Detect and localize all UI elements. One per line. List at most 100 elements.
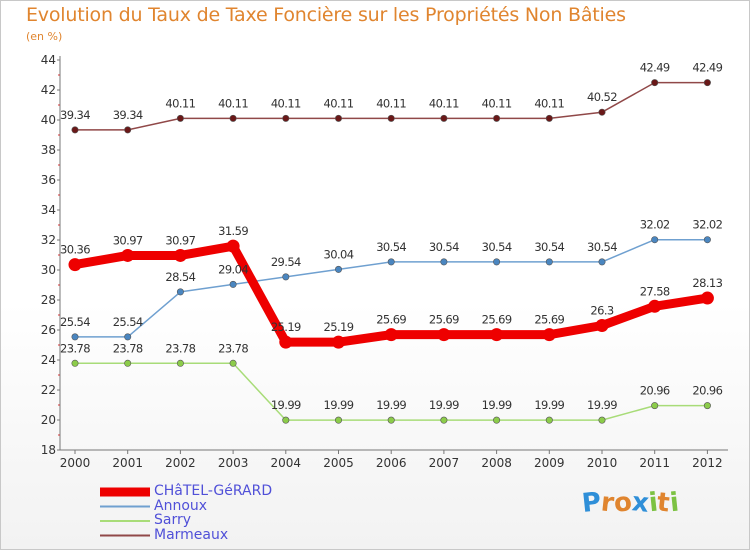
data-label: 40.11 bbox=[271, 96, 301, 110]
x-tick-label: 2003 bbox=[218, 456, 249, 470]
y-tick-label: 30 bbox=[41, 263, 56, 277]
data-point bbox=[176, 288, 184, 296]
data-label: 31.59 bbox=[218, 224, 248, 238]
data-label: 40.11 bbox=[324, 96, 354, 110]
data-point bbox=[71, 126, 79, 134]
y-tick-label: 20 bbox=[41, 413, 56, 427]
data-label: 29.04 bbox=[218, 262, 248, 276]
data-point bbox=[648, 299, 662, 313]
data-label: 30.54 bbox=[482, 240, 512, 254]
data-label: 30.54 bbox=[534, 240, 564, 254]
data-point bbox=[334, 265, 342, 273]
y-tick-label: 28 bbox=[41, 293, 56, 307]
data-label: 27.58 bbox=[640, 284, 670, 298]
data-label: 25.69 bbox=[429, 313, 459, 327]
data-label: 40.11 bbox=[165, 96, 195, 110]
data-point bbox=[703, 79, 711, 87]
data-point bbox=[173, 248, 187, 262]
x-tick-label: 2001 bbox=[112, 456, 143, 470]
data-point bbox=[229, 280, 237, 288]
x-tick-label: 2007 bbox=[429, 456, 460, 470]
legend-entry: Annoux bbox=[154, 497, 208, 514]
data-label: 40.52 bbox=[587, 90, 617, 104]
data-label: 30.54 bbox=[376, 240, 406, 254]
data-point bbox=[334, 416, 342, 424]
x-tick-label: 2010 bbox=[587, 456, 618, 470]
chart-title: Evolution du Taux de Taxe Foncière sur l… bbox=[26, 4, 626, 26]
data-point bbox=[71, 333, 79, 341]
data-label: 30.54 bbox=[587, 240, 617, 254]
x-tick-label: 2009 bbox=[534, 456, 565, 470]
data-label: 42.49 bbox=[692, 61, 722, 75]
data-label: 30.54 bbox=[429, 240, 459, 254]
data-point bbox=[598, 258, 606, 266]
data-point bbox=[332, 335, 345, 349]
y-tick-label: 36 bbox=[41, 173, 56, 187]
data-label: 28.54 bbox=[165, 270, 195, 284]
data-point bbox=[703, 236, 711, 244]
data-point bbox=[229, 359, 237, 367]
data-label: 28.13 bbox=[692, 276, 722, 290]
data-label: 42.49 bbox=[640, 61, 670, 75]
data-label: 23.78 bbox=[60, 341, 90, 355]
data-label: 30.36 bbox=[60, 243, 90, 257]
data-point bbox=[387, 416, 395, 424]
data-label: 39.34 bbox=[60, 108, 90, 122]
data-point bbox=[542, 328, 556, 342]
data-label: 25.69 bbox=[376, 313, 406, 327]
data-label: 40.11 bbox=[429, 96, 459, 110]
y-tick-label: 26 bbox=[41, 323, 56, 337]
data-label: 29.54 bbox=[271, 255, 301, 269]
data-point bbox=[384, 328, 398, 342]
data-label: 20.96 bbox=[640, 384, 670, 398]
data-point bbox=[440, 416, 448, 424]
data-label: 30.04 bbox=[324, 247, 354, 261]
data-label: 40.11 bbox=[482, 96, 512, 110]
data-point bbox=[176, 114, 184, 122]
data-point bbox=[651, 236, 659, 244]
y-tick-label: 18 bbox=[41, 443, 56, 457]
data-label: 23.78 bbox=[113, 341, 143, 355]
data-point bbox=[124, 126, 132, 134]
data-label: 40.11 bbox=[376, 96, 406, 110]
data-point bbox=[651, 402, 659, 410]
data-point bbox=[545, 114, 553, 122]
data-point bbox=[545, 258, 553, 266]
y-tick-label: 24 bbox=[41, 353, 56, 367]
data-point bbox=[176, 359, 184, 367]
data-label: 20.96 bbox=[692, 384, 722, 398]
y-tick-label: 34 bbox=[41, 203, 56, 217]
data-label: 23.78 bbox=[218, 341, 248, 355]
data-point bbox=[545, 416, 553, 424]
y-tick-label: 42 bbox=[41, 83, 56, 97]
data-label: 25.54 bbox=[113, 315, 143, 329]
data-point bbox=[121, 248, 135, 262]
data-point bbox=[440, 114, 448, 122]
logo-letter: i bbox=[668, 487, 681, 519]
data-point bbox=[68, 258, 82, 272]
data-label: 23.78 bbox=[165, 341, 195, 355]
y-tick-label: 38 bbox=[41, 143, 56, 157]
data-point bbox=[440, 258, 448, 266]
data-point bbox=[703, 402, 711, 410]
y-unit-label: (en %) bbox=[26, 30, 63, 43]
data-point bbox=[229, 114, 237, 122]
data-point bbox=[124, 359, 132, 367]
x-tick-label: 2000 bbox=[60, 456, 91, 470]
legend-entry: Sarry bbox=[154, 512, 192, 528]
data-point bbox=[490, 328, 504, 342]
y-tick-label: 44 bbox=[41, 53, 56, 67]
data-point bbox=[387, 114, 395, 122]
data-label: 25.19 bbox=[271, 320, 301, 334]
data-label: 25.69 bbox=[482, 313, 512, 327]
data-point bbox=[282, 416, 290, 424]
data-point bbox=[493, 114, 501, 122]
y-tick-label: 40 bbox=[41, 113, 56, 127]
y-tick-label: 32 bbox=[41, 233, 56, 247]
data-label: 19.99 bbox=[376, 398, 406, 412]
y-tick-label: 22 bbox=[41, 383, 56, 397]
data-point bbox=[387, 258, 395, 266]
data-label: 32.02 bbox=[640, 218, 670, 232]
